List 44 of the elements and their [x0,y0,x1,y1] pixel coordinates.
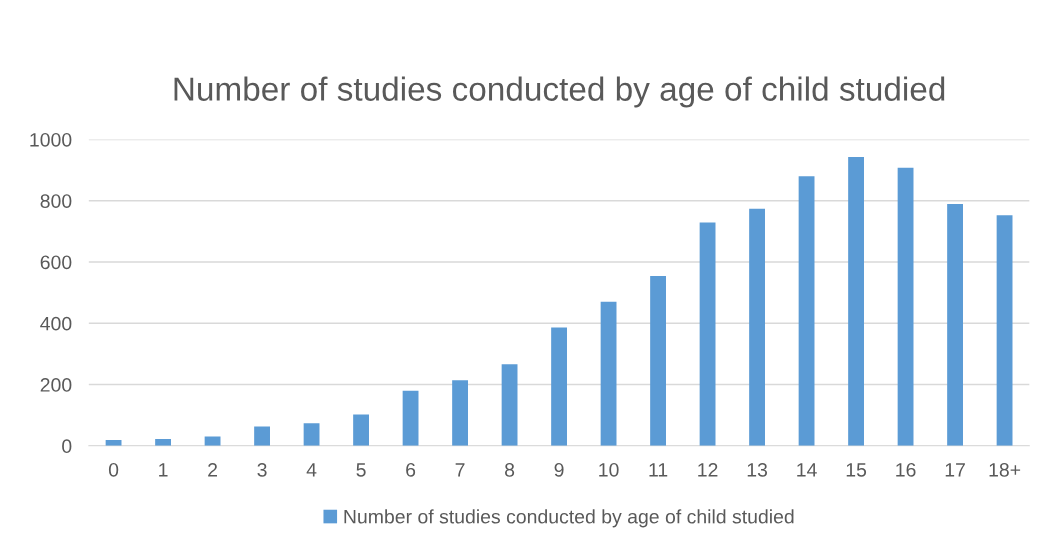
x-tick-label: 5 [356,463,366,477]
bar [353,414,369,446]
x-tick-label: 10 [599,462,619,477]
bar [798,176,815,446]
y-tick-label: 400 [40,316,72,331]
x-tick-label: 6 [406,462,416,477]
legend-label: Number of studies conducted by age of child studied [344,509,794,528]
y-tick-label: 800 [40,194,72,208]
x-tick-label: 13 [747,462,768,477]
bar [699,222,716,446]
x-tick-label: 12 [698,462,718,477]
bar [848,156,864,446]
bar [897,167,914,446]
x-tick-label: 2 [208,462,218,477]
x-tick-label: 16 [896,462,916,477]
bar [947,204,963,446]
bar [749,208,765,446]
bar [155,439,171,446]
x-tick-label: 1 [159,463,168,477]
chart-title: Number of studies conducted by age of child studied [174,76,945,108]
bar [551,327,567,446]
x-tick-label: 17 [945,463,965,477]
bar [452,380,468,446]
bar [600,301,617,446]
y-tick-label: 1000 [30,132,72,147]
bar [402,390,419,446]
x-tick-label: 8 [505,462,515,477]
bar [650,276,666,446]
x-tick-label: 7 [455,463,465,477]
y-tick-label: 0 [62,439,72,454]
y-tick-label: 200 [40,378,72,392]
bar [254,426,270,446]
x-tick-label: 9 [554,462,564,477]
x-tick-label: 11 [649,463,668,477]
x-tick-label: 3 [257,462,267,477]
bar [996,215,1013,446]
x-tick-label: 0 [108,462,119,477]
bar [303,423,320,446]
x-tick-label: 18+ [989,462,1021,477]
bar [501,364,518,446]
x-tick-label: 15 [846,463,867,477]
x-tick-label: 14 [797,463,817,477]
x-tick-label: 4 [306,463,317,477]
y-tick-label: 600 [40,255,72,270]
